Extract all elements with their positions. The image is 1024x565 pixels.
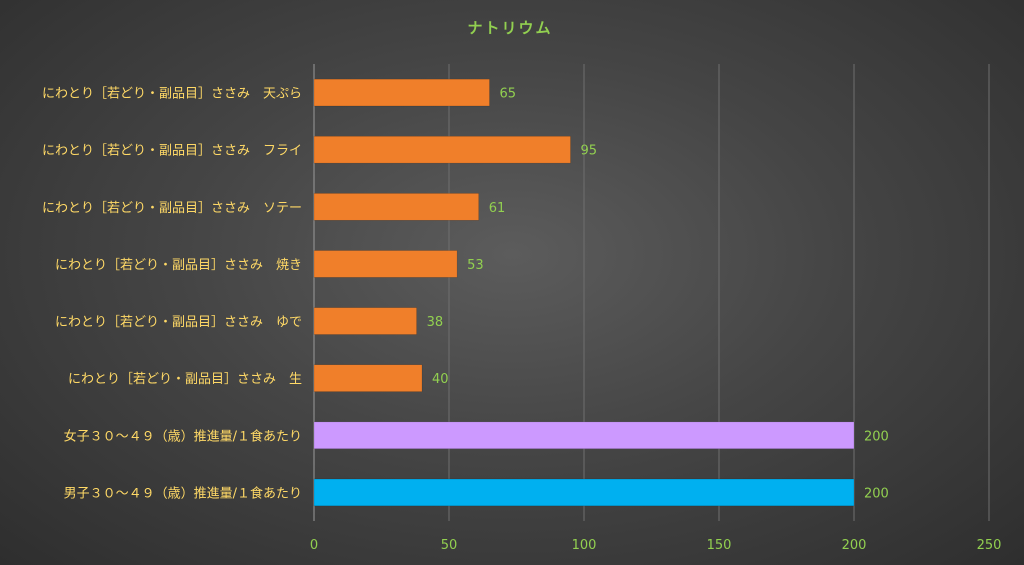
- category-label: にわとり［若どり・副品目］ささみ フライ: [42, 143, 302, 159]
- category-label: 女子３０～４９（歳）推進量/１食あたり: [64, 428, 302, 444]
- x-tick-label: 150: [707, 538, 732, 553]
- data-label: 40: [432, 372, 449, 387]
- bar: [313, 307, 417, 335]
- x-tick-label: 100: [572, 538, 597, 553]
- data-label: 95: [581, 144, 598, 159]
- category-label: にわとり［若どり・副品目］ささみ 天ぷら: [42, 86, 302, 102]
- category-label: にわとり［若どり・副品目］ささみ ソテー: [42, 200, 302, 216]
- category-label: にわとり［若どり・副品目］ささみ 焼き: [55, 257, 302, 273]
- bar: [313, 193, 479, 221]
- category-label: 男子３０～４９（歳）推進量/１食あたり: [64, 485, 302, 501]
- bar: [313, 421, 855, 449]
- labels: 0 50 100 150 200 250 にわとり［若どり・副品目］ささみ 天ぷら 65 にわと…: [42, 86, 1001, 553]
- category-label: にわとり［若どり・副品目］ささみ ゆで: [55, 314, 302, 330]
- gridlines: [313, 64, 990, 521]
- data-label: 61: [489, 201, 506, 216]
- x-tick-label: 50: [441, 538, 458, 553]
- data-label: 53: [467, 258, 484, 273]
- bars: [313, 78, 855, 507]
- bar: [313, 136, 571, 164]
- data-label: 200: [864, 429, 889, 444]
- chart-title: ナトリウム: [467, 19, 552, 37]
- data-label: 200: [864, 486, 889, 501]
- category-label: にわとり［若どり・副品目］ささみ 生: [68, 371, 302, 387]
- bar: [313, 478, 855, 507]
- data-label: 65: [500, 87, 517, 102]
- x-tick-label: 250: [977, 538, 1002, 553]
- bar: [313, 250, 458, 278]
- bar: [313, 78, 490, 107]
- x-tick-label: 200: [842, 538, 867, 553]
- bar: [313, 364, 423, 392]
- data-label: 38: [427, 315, 444, 330]
- x-tick-label: 0: [310, 538, 318, 553]
